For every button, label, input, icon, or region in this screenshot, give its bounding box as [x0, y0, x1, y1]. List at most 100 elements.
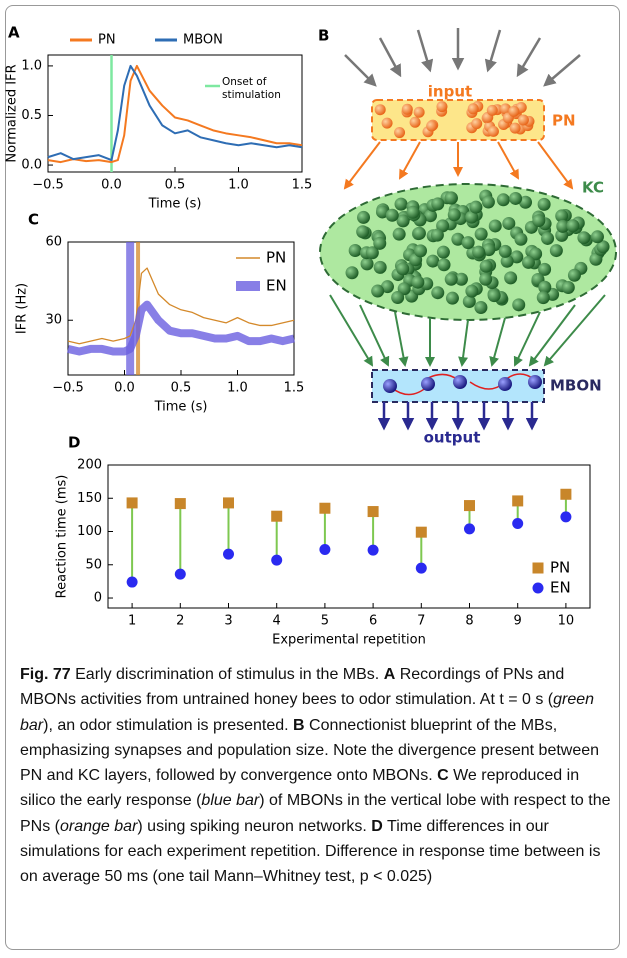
kc-neuron [481, 195, 495, 209]
kc-neuron [479, 272, 493, 286]
point [415, 562, 427, 574]
kc-neuron [519, 195, 533, 209]
pn-kc-arrows [343, 141, 574, 190]
kc-neuron [472, 245, 486, 259]
pn-label: PN [552, 112, 576, 130]
caption-emphasis: green bar [20, 691, 595, 734]
kc-neuron [436, 245, 450, 259]
plot-frame [107, 464, 591, 609]
y-tick-label: 30 [45, 313, 62, 328]
x-tick-label: 7 [417, 614, 425, 629]
point [367, 506, 379, 518]
legend-label: MBON [183, 33, 223, 48]
legend-label: PN [550, 559, 570, 577]
kc-neuron [538, 280, 552, 294]
kc-neuron [454, 272, 468, 286]
pn-neuron [436, 101, 448, 113]
kc-neuron [590, 230, 604, 244]
x-tick-label: 0.0 [114, 381, 135, 396]
kc-neuron [437, 258, 451, 272]
kc-neuron [537, 197, 551, 211]
figure-frame [5, 5, 620, 950]
caption-emphasis: blue bar [201, 792, 260, 810]
kc-neuron [556, 219, 570, 233]
point [512, 518, 524, 530]
y-tick-label: 100 [77, 524, 102, 539]
y-tick-label: 50 [85, 557, 102, 572]
figure-number: Fig. 77 [20, 666, 71, 683]
point [367, 544, 379, 556]
kc-neuron [487, 289, 501, 303]
y-tick-label: 0 [94, 591, 102, 606]
kc-neuron [577, 231, 591, 245]
x-tick-label: 0.0 [101, 178, 122, 193]
point [174, 568, 186, 580]
caption-panel: A [383, 666, 396, 683]
kc-neuron [469, 200, 483, 214]
kc-neurons [345, 189, 610, 314]
caption-emphasis: orange bar [60, 817, 138, 835]
kc-neuron [380, 280, 394, 294]
y-tick-label: 200 [77, 458, 102, 473]
panel-label: B [318, 27, 329, 45]
kc-neuron [360, 257, 374, 271]
caption-panel: D [371, 817, 383, 835]
kc-neuron [529, 247, 543, 261]
caption-text: Recordings of PNs and MBONs activities f… [20, 666, 565, 709]
kc-neuron [496, 193, 510, 207]
pn-neuron [409, 116, 421, 128]
legend-label: PN [266, 249, 286, 267]
y-tick-label: 0.0 [21, 158, 42, 173]
pn-neuron [471, 118, 483, 130]
point [271, 510, 283, 522]
y-axis-label: Normalized IFR [5, 64, 20, 162]
output-arrows [377, 402, 539, 431]
mbon-neurons [383, 375, 542, 393]
point [464, 500, 475, 512]
caption: Fig. 77 Early discrimination of stimulus… [20, 662, 612, 890]
caption-text: Early discrimination of stimulus in the … [70, 666, 384, 683]
x-tick-label: 0.5 [165, 178, 186, 193]
kc-neuron [504, 271, 518, 285]
legend-swatch [532, 562, 544, 574]
kc-neuron [396, 214, 410, 228]
kc-neuron [512, 298, 526, 312]
kc-neuron [555, 209, 569, 223]
kc-neuron [500, 254, 514, 268]
y-axis-label: IFR (Hz) [15, 283, 30, 334]
pn-neuron [467, 103, 479, 115]
x-axis-label: Time (s) [154, 400, 208, 415]
panel-label: A [8, 24, 20, 42]
y-tick-label: 60 [45, 235, 62, 250]
kc-neuron [426, 254, 440, 268]
kc-neuron [444, 191, 458, 205]
pn-neuron [487, 125, 499, 137]
plot-frame [47, 54, 303, 173]
caption-text: ) using spiking neuron networks. [137, 817, 372, 835]
x-tick-label: 10 [558, 614, 575, 629]
annotation-box: Onset of stimulation [222, 76, 281, 101]
kc-neuron [465, 284, 479, 298]
y-axis-label: Reaction time (ms) [55, 475, 70, 599]
pn-neuron [374, 104, 386, 116]
point [126, 576, 138, 588]
point [415, 526, 427, 538]
panel-label: D [68, 434, 80, 452]
pn-neuron [500, 103, 512, 115]
kc-neuron [514, 232, 528, 246]
point [126, 497, 138, 509]
y-tick-label: 1.0 [21, 58, 42, 73]
x-axis-label: Experimental repetition [272, 633, 426, 648]
kc-neuron [392, 227, 406, 241]
point [174, 498, 186, 510]
pn-neuron [426, 120, 438, 132]
x-tick-label: 0.5 [171, 381, 192, 396]
kc-neuron [451, 232, 465, 246]
series-line [67, 267, 295, 345]
kc-neuron [423, 209, 437, 223]
kc-neuron [345, 266, 359, 280]
kc-neuron [431, 197, 445, 211]
kc-neuron [375, 205, 389, 219]
caption-text: Time differences in our simulations for … [20, 817, 601, 886]
